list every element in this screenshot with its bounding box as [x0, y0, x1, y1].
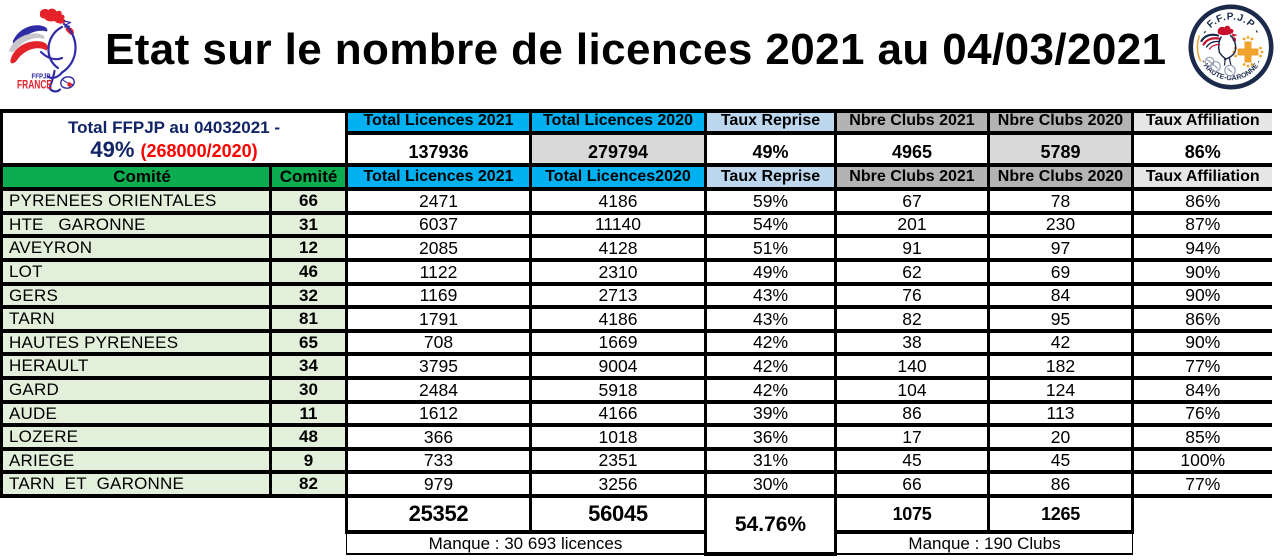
- svg-text:FRANCE: FRANCE: [17, 78, 52, 92]
- svg-text:FFPJP: FFPJP: [32, 74, 51, 81]
